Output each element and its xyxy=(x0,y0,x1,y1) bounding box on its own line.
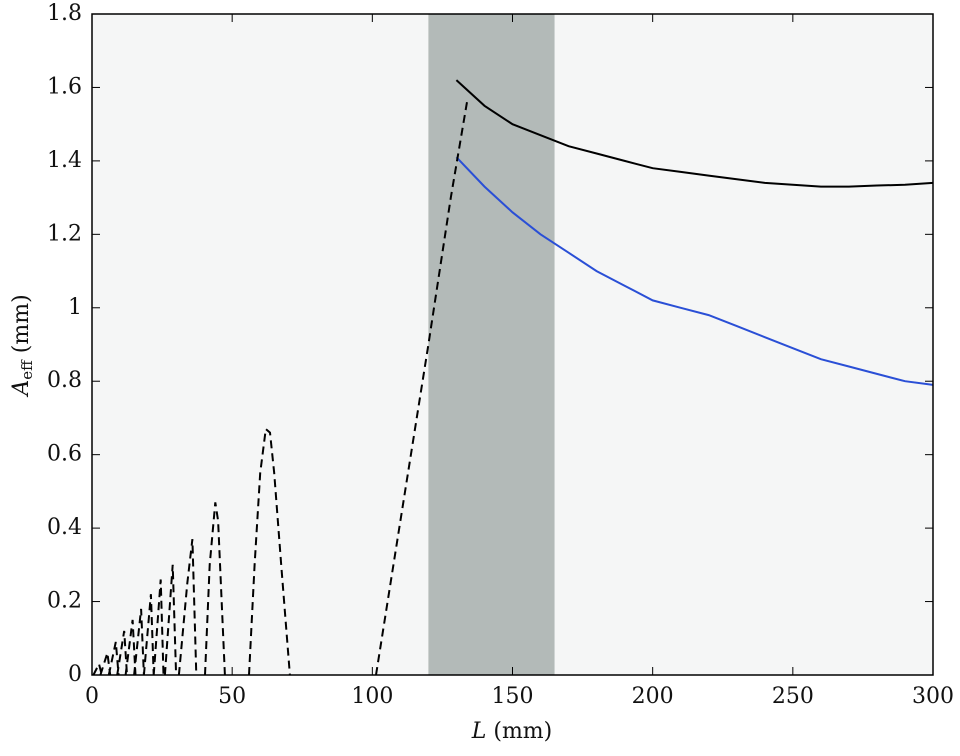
y-axis-label: Aeff (mm) xyxy=(9,294,40,397)
x-tick-label: 200 xyxy=(632,684,674,709)
x-tick-label: 100 xyxy=(351,684,393,709)
y-tick-label: 1.8 xyxy=(47,1,82,26)
line xyxy=(455,79,934,188)
x-tick-label: 0 xyxy=(85,684,99,709)
x-tick-label: 150 xyxy=(492,684,534,709)
y-tick-label: 1.4 xyxy=(47,148,82,173)
line xyxy=(92,98,469,676)
line xyxy=(455,156,934,386)
y-tick-label: 0.2 xyxy=(47,589,82,614)
y-tick-label: 1.2 xyxy=(47,221,82,246)
y-tick-label: 1 xyxy=(68,295,82,320)
y-tick-label: 0 xyxy=(68,662,82,687)
x-tick-label: 50 xyxy=(218,684,246,709)
x-tick-label: 250 xyxy=(772,684,814,709)
shaded-region xyxy=(428,14,555,675)
y-tick-label: 0.6 xyxy=(47,442,82,467)
plot-frame xyxy=(91,13,934,676)
y-tick-label: 0.8 xyxy=(47,368,82,393)
x-tick-label: 300 xyxy=(912,684,954,709)
x-axis-label: L (mm) xyxy=(471,719,553,744)
y-tick-label: 0.4 xyxy=(47,515,82,540)
y-tick-label: 1.6 xyxy=(47,74,82,99)
